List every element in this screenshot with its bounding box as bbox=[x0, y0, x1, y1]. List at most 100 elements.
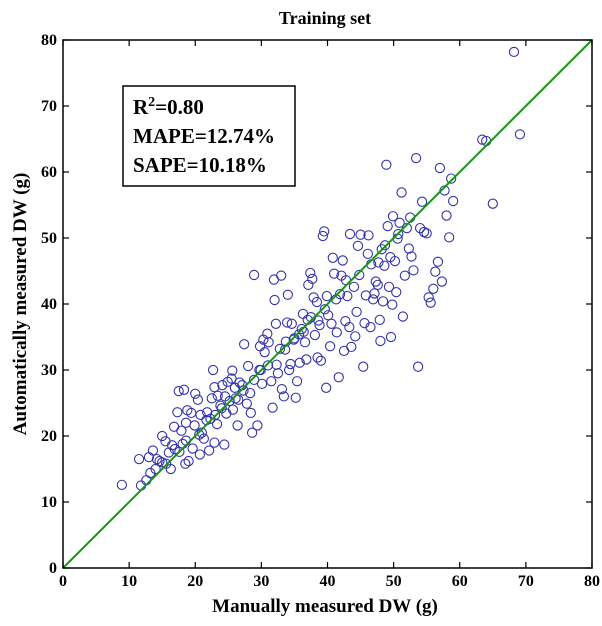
data-point bbox=[373, 257, 384, 268]
data-point bbox=[311, 296, 323, 308]
x-tick-label: 30 bbox=[253, 573, 269, 590]
data-point bbox=[178, 384, 190, 395]
data-point bbox=[209, 382, 220, 393]
data-point bbox=[242, 360, 254, 372]
data-point bbox=[383, 281, 395, 292]
data-point bbox=[219, 439, 230, 450]
data-point bbox=[244, 387, 256, 399]
data-point bbox=[116, 479, 128, 490]
data-point bbox=[267, 402, 278, 413]
y-axis-ticks: 0 10 20 30 40 50 60 70 80 bbox=[41, 32, 592, 577]
x-tick-label: 60 bbox=[452, 573, 468, 590]
data-point bbox=[377, 296, 389, 307]
data-point bbox=[428, 283, 439, 294]
data-point bbox=[444, 232, 455, 243]
data-point bbox=[487, 198, 498, 209]
data-point bbox=[408, 265, 419, 276]
data-point bbox=[157, 430, 168, 442]
y-tick-label: 30 bbox=[41, 362, 57, 379]
data-point bbox=[161, 458, 172, 469]
x-tick-label: 50 bbox=[386, 573, 402, 590]
data-point bbox=[337, 255, 348, 266]
data-point bbox=[447, 195, 459, 207]
data-point bbox=[190, 388, 201, 399]
data-point bbox=[239, 339, 250, 350]
data-point bbox=[309, 329, 321, 341]
fit-line bbox=[62, 39, 593, 569]
x-tick-label: 0 bbox=[59, 573, 67, 590]
data-point bbox=[326, 318, 337, 329]
data-point bbox=[294, 357, 305, 368]
data-point bbox=[176, 425, 187, 436]
data-point bbox=[258, 334, 269, 345]
data-point bbox=[209, 437, 220, 448]
y-tick-label: 20 bbox=[41, 428, 57, 445]
data-point bbox=[391, 286, 402, 298]
data-point bbox=[319, 226, 330, 237]
data-point bbox=[354, 269, 365, 281]
chart-title: Training set bbox=[279, 8, 371, 28]
data-point bbox=[387, 211, 399, 222]
data-point bbox=[387, 299, 398, 310]
data-point bbox=[241, 398, 252, 409]
data-point bbox=[436, 276, 448, 287]
data-point bbox=[301, 354, 312, 365]
data-point bbox=[412, 361, 424, 372]
data-point bbox=[351, 306, 362, 318]
sape-text: SAPE=10.18% bbox=[133, 153, 267, 177]
stats-box bbox=[122, 85, 296, 187]
data-point bbox=[291, 376, 303, 387]
data-point bbox=[385, 331, 397, 343]
data-point bbox=[212, 390, 223, 401]
data-point bbox=[211, 418, 223, 430]
data-point bbox=[430, 266, 441, 277]
r2-value: =0.80 bbox=[155, 95, 204, 119]
data-point bbox=[192, 394, 204, 405]
data-point bbox=[362, 248, 373, 259]
data-point bbox=[151, 453, 163, 465]
data-point bbox=[173, 385, 184, 397]
data-point bbox=[248, 269, 260, 281]
data-point bbox=[234, 377, 245, 388]
data-point bbox=[187, 443, 198, 454]
data-point bbox=[289, 333, 300, 344]
data-point bbox=[389, 255, 401, 267]
data-point bbox=[399, 270, 411, 281]
data-points bbox=[116, 46, 526, 491]
data-point bbox=[145, 467, 156, 479]
data-point bbox=[327, 252, 338, 263]
data-point bbox=[183, 455, 194, 467]
mape-text: MAPE=12.74% bbox=[133, 124, 275, 148]
x-tick-label: 70 bbox=[518, 573, 534, 590]
data-point bbox=[263, 337, 274, 348]
data-point bbox=[350, 331, 361, 342]
y-tick-label: 60 bbox=[41, 164, 57, 181]
data-point bbox=[342, 290, 353, 302]
stats-annotation: R2=0.80 MAPE=12.74% SAPE=10.18% bbox=[122, 85, 296, 187]
data-point bbox=[307, 273, 318, 285]
data-point bbox=[262, 360, 274, 371]
data-point bbox=[248, 374, 260, 386]
data-point bbox=[352, 240, 364, 252]
data-point bbox=[434, 162, 446, 174]
data-point bbox=[328, 268, 340, 279]
data-point bbox=[230, 393, 241, 404]
y-tick-label: 80 bbox=[41, 32, 57, 49]
x-tick-label: 40 bbox=[320, 573, 336, 590]
data-point bbox=[154, 455, 165, 467]
data-point bbox=[425, 297, 436, 308]
data-point bbox=[334, 288, 346, 300]
data-point bbox=[382, 220, 393, 232]
data-point bbox=[441, 210, 452, 221]
data-point bbox=[232, 420, 243, 431]
data-point bbox=[252, 420, 263, 431]
data-point bbox=[227, 365, 238, 376]
data-point bbox=[375, 335, 386, 347]
data-point bbox=[226, 373, 237, 384]
data-point bbox=[321, 290, 332, 302]
data-point bbox=[150, 463, 161, 475]
y-tick-label: 50 bbox=[41, 230, 57, 247]
data-point bbox=[312, 352, 323, 363]
data-point bbox=[282, 289, 293, 300]
